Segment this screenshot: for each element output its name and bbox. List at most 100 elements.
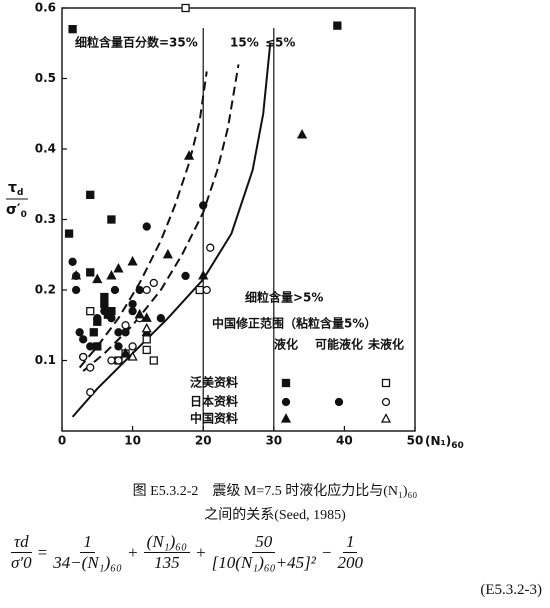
point <box>68 24 77 34</box>
legend-column: 液化 <box>274 337 298 352</box>
denominator: 135 <box>154 553 180 572</box>
legend-marker <box>281 378 291 388</box>
legend-marker <box>381 378 391 388</box>
y-tick-label: 0.1 <box>35 353 56 367</box>
point <box>202 285 211 295</box>
point <box>100 292 109 302</box>
legend-row: 中国资料 <box>190 411 238 426</box>
operator: + <box>196 542 206 562</box>
x-tick-label: 50 <box>407 434 424 448</box>
point <box>100 306 109 316</box>
point <box>86 306 95 316</box>
curve-label: ≤5% <box>265 36 295 50</box>
numerator: (N₁)₆₀ <box>143 532 191 553</box>
point <box>107 306 116 316</box>
y-tick-label: 0.4 <box>35 142 56 156</box>
y-axis-label-bottom: σ′0 <box>6 202 27 220</box>
y-tick-label: 0.2 <box>35 283 56 297</box>
point <box>114 328 123 337</box>
point <box>128 299 137 309</box>
point <box>134 308 145 319</box>
y-axis-label-top: τd <box>8 180 23 198</box>
chart: 0.10.20.30.40.50.60 10 20 30 40 50 (N₁)60τdσ′0… <box>6 1 464 451</box>
numerator: 1 <box>80 532 95 553</box>
legend-marker <box>334 397 344 407</box>
operator: − <box>321 542 332 562</box>
point <box>89 328 98 337</box>
point <box>107 356 116 365</box>
denominator: 200 <box>337 553 363 572</box>
point <box>71 270 82 280</box>
point <box>93 342 102 351</box>
y-axis-label-symbol: τ <box>8 180 17 196</box>
legend-column: 未液化 <box>367 337 404 352</box>
point <box>100 299 109 309</box>
point <box>142 285 151 295</box>
x-tick-label: 40 <box>336 434 353 448</box>
point <box>86 388 95 397</box>
point <box>92 273 103 284</box>
point <box>128 306 137 316</box>
point <box>141 312 152 322</box>
operator: + <box>128 542 138 562</box>
denominator: σ′0 <box>11 553 32 572</box>
formula: τd σ′0 = 1 34−(N₁)₆₀ + (N₁)₆₀ 135 + 50 [10(N… <box>8 532 366 573</box>
legend-title: 细粒含量>5% <box>245 290 323 305</box>
point <box>86 190 95 199</box>
point <box>114 356 123 365</box>
point <box>195 285 204 295</box>
curve-label: 细粒含量百分数=35% <box>75 35 198 50</box>
point <box>64 229 74 238</box>
point <box>142 335 151 344</box>
x-axis-label-main: (N₁) <box>425 434 451 448</box>
point <box>156 314 165 323</box>
point <box>120 347 131 358</box>
x-tick-label: 0 <box>58 434 66 448</box>
numerator: 50 <box>252 532 276 553</box>
legend-marker <box>381 397 391 407</box>
point <box>181 271 190 281</box>
point <box>162 248 173 259</box>
point <box>199 201 208 210</box>
point <box>142 345 151 355</box>
point <box>86 363 95 372</box>
y-tick-label: 0.6 <box>35 1 56 15</box>
point <box>142 222 151 231</box>
point <box>128 342 137 351</box>
point <box>71 285 81 295</box>
point <box>121 321 130 330</box>
operator: = <box>37 542 48 562</box>
equation-number: (E5.3.2-3) <box>480 582 542 598</box>
legend-column: 可能液化 <box>315 337 363 352</box>
y-tick-label: 0.5 <box>35 71 56 85</box>
point <box>86 342 95 351</box>
numerator: 1 <box>342 532 358 553</box>
legend-row: 日本资料 <box>190 394 238 409</box>
point <box>127 351 138 361</box>
numerator: τd <box>11 532 32 553</box>
fraction: 1 34−(N₁)₆₀ <box>53 532 122 573</box>
point <box>107 314 116 323</box>
fraction: τd σ′0 <box>11 532 32 573</box>
x-axis-label: (N₁)60 <box>425 434 464 451</box>
fraction: 50 [10(N₁)₆₀+45]² <box>212 532 316 573</box>
legend-row: 泛美资料 <box>190 375 238 390</box>
y-axis-label-symbol: σ′ <box>6 202 21 218</box>
legend-marker <box>281 397 291 407</box>
point <box>296 129 308 139</box>
point <box>107 215 116 224</box>
point <box>79 335 88 344</box>
x-tick-label: 30 <box>265 434 282 448</box>
curve-label: 15% <box>230 36 259 50</box>
fraction: (N₁)₆₀ 135 <box>143 532 191 573</box>
x-tick-label: 20 <box>195 434 212 448</box>
point <box>333 21 342 30</box>
point <box>75 328 84 337</box>
x-axis-label-sub: 60 <box>451 441 464 451</box>
point <box>181 3 190 13</box>
point <box>135 285 144 295</box>
denominator: [10(N₁)₆₀+45]² <box>211 553 316 572</box>
point <box>149 278 158 288</box>
legend-subtitle: 中国修正范围（粘粒含量5%） <box>212 316 376 331</box>
